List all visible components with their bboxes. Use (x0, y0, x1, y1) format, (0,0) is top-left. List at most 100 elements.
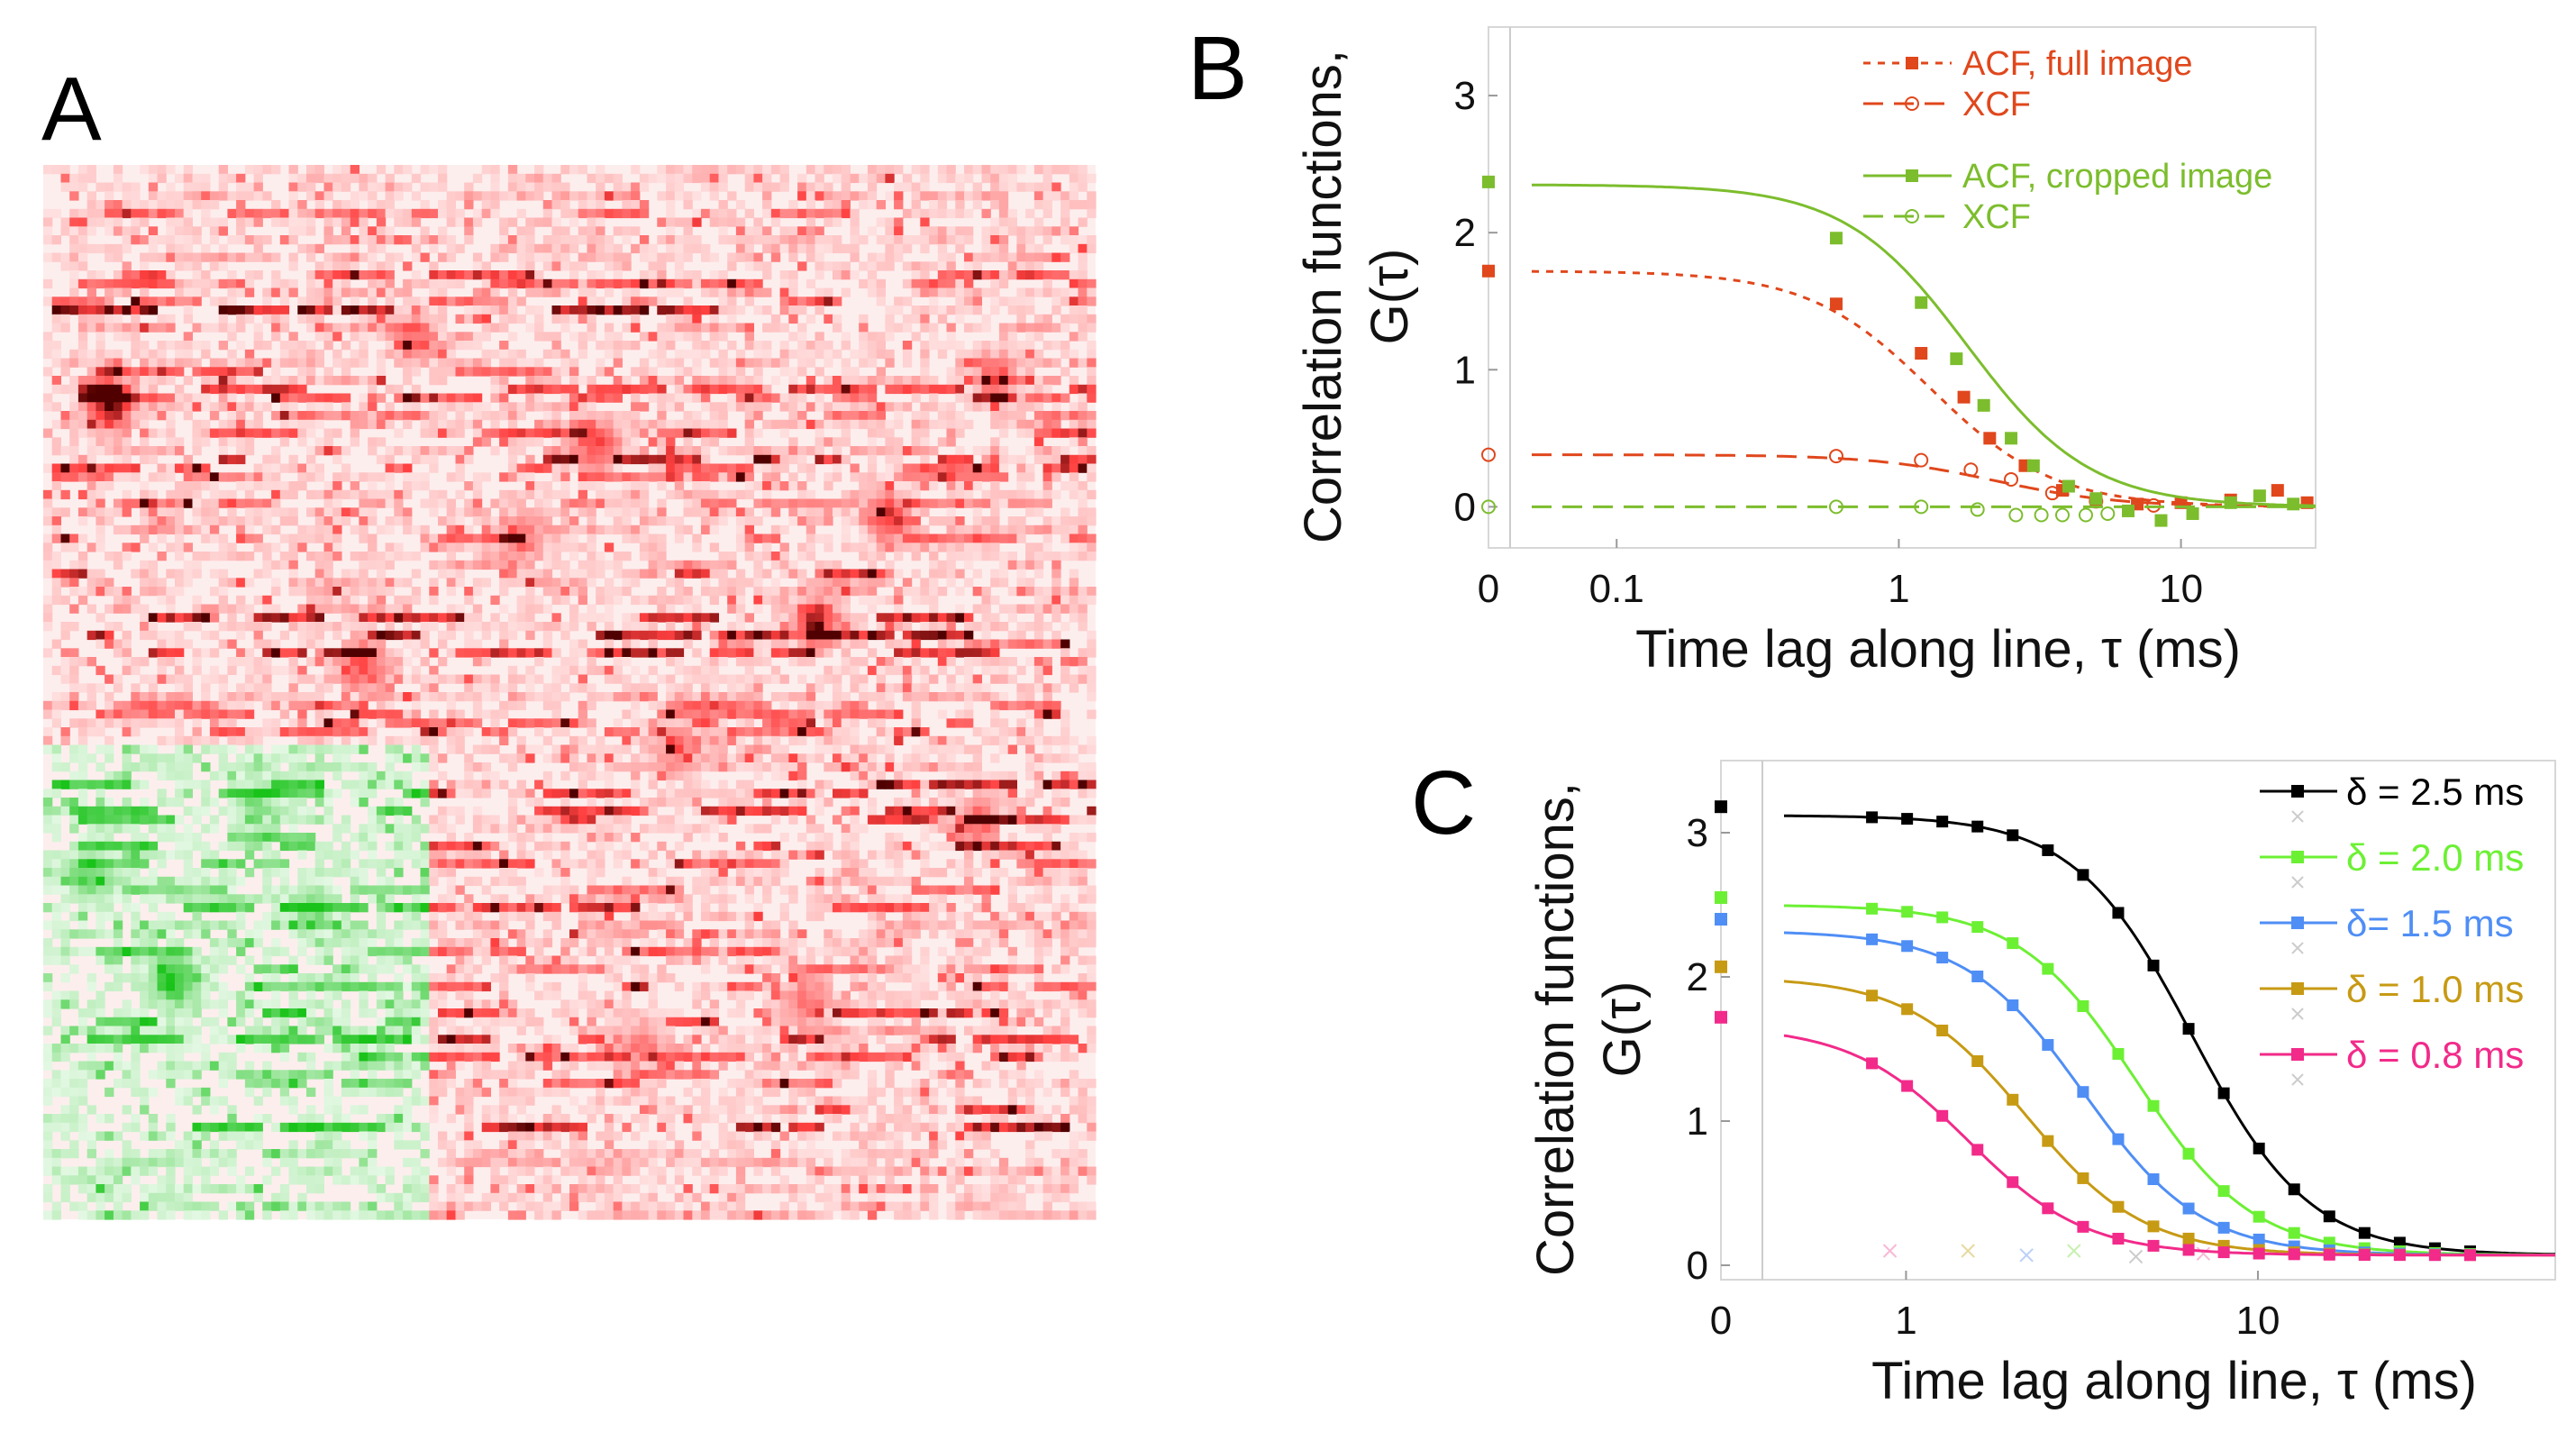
chart-b-point-1 (2004, 471, 2019, 487)
chart-c-y-tick-label: 0 (1687, 1244, 1708, 1288)
chart-b-point-3 (1970, 502, 1985, 517)
chart-c-point-1 (2147, 1099, 2160, 1112)
chart-b-legend-marker-3 (1905, 209, 1919, 223)
chart-c-zero-point-3 (1715, 960, 1727, 973)
chart-b-point-2 (2224, 496, 2237, 509)
chart-c-xcf-point (1882, 1244, 1898, 1258)
chart-c-point-3 (2147, 1220, 2160, 1233)
chart-b-point-2 (2026, 459, 2040, 472)
panel-c-letter: C (1411, 752, 1476, 853)
chart-b-point-3 (1481, 499, 1496, 515)
chart-c-point-3 (2077, 1172, 2089, 1184)
panel-a-letter: A (41, 59, 102, 160)
chart-c-point-2 (1936, 952, 1949, 964)
chart-c-point-1 (1936, 911, 1949, 924)
chart-c-point-2 (1866, 933, 1879, 945)
chart-c-point-2 (2007, 999, 2019, 1012)
chart-c-point-4 (2042, 1202, 2054, 1215)
chart-c-point-3 (1866, 990, 1879, 1002)
chart-b-point-1 (1481, 447, 1496, 462)
chart-c-point-4 (2428, 1249, 2441, 1262)
chart-c-zero-point-0 (1715, 800, 1727, 814)
chart-c-series (1715, 800, 2556, 1264)
chart-c-point-0 (2217, 1087, 2230, 1099)
chart-c-legend-label-2: δ= 1.5 ms (2346, 902, 2514, 944)
chart-c-point-0 (1866, 811, 1879, 824)
chart-c-xcf-point (2196, 1246, 2211, 1261)
chart-b-point-1 (1914, 452, 1929, 468)
chart-c-y-tick-label: 1 (1687, 1099, 1708, 1144)
chart-c-y-axis-label-line2: G(τ) (1593, 981, 1652, 1078)
chart-b-point-2 (2154, 514, 2168, 527)
chart-c-point-0 (2253, 1142, 2265, 1154)
chart-c-point-1 (1866, 902, 1879, 915)
chart-c-point-2 (2147, 1173, 2160, 1186)
chart-c-y-axis-label-line1: Correlation functions, (1526, 782, 1585, 1276)
chart-b-point-0 (1983, 432, 1997, 445)
chart-b-y-tick-label: 3 (1454, 74, 1476, 118)
chart-b-y-axis-label-line1: Correlation functions, (1294, 50, 1352, 543)
chart-c-point-2 (2042, 1038, 2054, 1051)
chart-c-point-1 (2077, 999, 2089, 1012)
chart-c-point-0 (1971, 820, 1984, 833)
chart-c-zero-point-4 (1715, 1010, 1727, 1024)
chart-c-legend-marker-0 (2291, 785, 2304, 798)
chart-c-point-1 (2042, 962, 2054, 975)
chart-b-point-2 (2005, 432, 2018, 445)
chart-b-point-2 (2062, 479, 2075, 493)
chart-c-point-4 (2358, 1249, 2371, 1262)
chart-c-point-4 (2463, 1249, 2476, 1262)
chart-c-y-ticks: 0 1 2 3 (1687, 811, 1730, 1288)
chart-b-point-3 (1914, 499, 1929, 515)
chart-b-point-1 (1963, 462, 1979, 478)
chart-c-point-4 (1866, 1057, 1879, 1070)
chart-c-point-0 (2358, 1227, 2371, 1239)
chart-c-point-4 (1971, 1144, 1984, 1156)
chart-b-point-3 (2100, 506, 2116, 521)
chart-c-legend-xcf-marker-3 (2291, 1008, 2304, 1020)
chart-c-point-3 (2007, 1093, 2019, 1106)
chart-c-point-4 (1901, 1080, 1914, 1092)
chart-b-fit-line-1 (1532, 453, 2317, 508)
chart-b-point-0 (1957, 390, 1971, 404)
chart-b-point-2 (1915, 296, 1928, 309)
chart-c-point-2 (1901, 940, 1914, 953)
chart-b-point-3 (2008, 507, 2024, 523)
chart-c-point-3 (2042, 1135, 2054, 1147)
chart-b-point-1 (2044, 486, 2060, 501)
chart-c-legend: δ = 2.5 ms δ = 2.0 ms δ= 1.5 ms δ = 1.0 ms δ… (2260, 771, 2524, 1086)
chart-c-point-1 (1971, 921, 1984, 934)
chart-c-point-2 (1971, 971, 1984, 983)
chart-c-x-tick-label: 10 (2235, 1299, 2280, 1343)
chart-c-point-0 (2323, 1210, 2335, 1223)
chart-c-xcf-point (2019, 1248, 2034, 1263)
panel-a-image (43, 165, 1097, 1220)
chart-c-point-0 (1901, 813, 1914, 825)
chart-b-x-ticks: 0 0.1 1 10 (1478, 539, 2203, 611)
chart-b-point-0 (2271, 484, 2284, 497)
chart-b-y-tick-label: 2 (1454, 211, 1476, 255)
chart-c-xcf-point (1961, 1244, 1975, 1258)
chart-b-y-ticks: 0 1 2 3 (1454, 74, 1497, 529)
chart-b-point-2 (1977, 398, 1990, 412)
chart-c-y-tick-label: 2 (1687, 955, 1708, 999)
chart-c-legend-marker-4 (2291, 1048, 2304, 1061)
chart-c-point-0 (1936, 816, 1949, 828)
chart-b-x-axis-label: Time lag along line, τ (ms) (1635, 620, 2241, 679)
chart-b-point-1 (1828, 449, 1843, 464)
chart-c-point-4 (1936, 1109, 1949, 1122)
chart-c-legend-xcf-marker-1 (2291, 876, 2304, 889)
chart-b-point-1 (2146, 497, 2162, 513)
chart-b-point-2 (2287, 497, 2300, 511)
chart-c-x-axis-label: Time lag along line, τ (ms) (1871, 1352, 2477, 1410)
panel-b-letter: B (1188, 18, 1248, 119)
chart-b-legend-label-1: XCF (1962, 86, 2031, 123)
chart-b-legend-marker-0 (1906, 57, 1918, 69)
chart-c-zero-point-1 (1715, 891, 1727, 904)
chart-c-point-4 (2217, 1246, 2230, 1259)
chart-c-point-4 (2182, 1244, 2195, 1256)
chart-c-xcf-point (2067, 1244, 2081, 1258)
chart-c-point-1 (2217, 1185, 2230, 1198)
